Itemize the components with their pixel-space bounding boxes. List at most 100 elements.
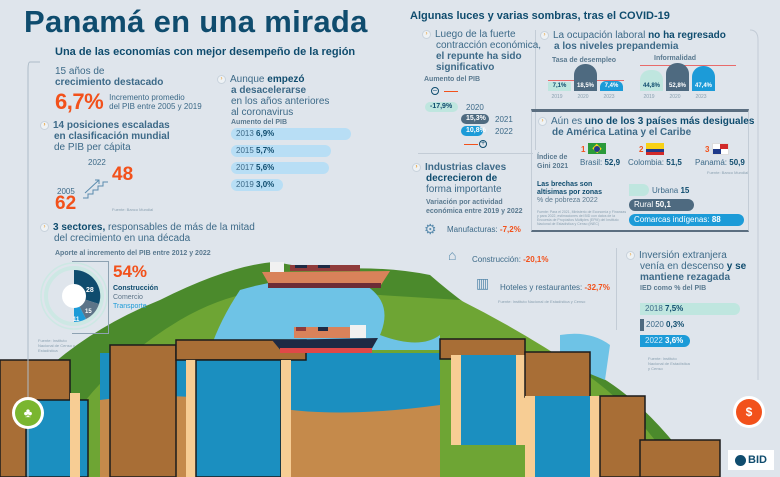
- ranking-block: › 14 posiciones escaladas en clasificació…: [40, 120, 170, 153]
- gdp-bars: 2013 6,9% 2015 5,7% 2017 5,6% 2019 3,0%: [231, 128, 351, 191]
- crane-icon: ⌂: [448, 247, 457, 263]
- unemployment-label: Tasa de desempleo: [552, 57, 617, 64]
- fdi-block: › Inversión extranjera venía en descenso …: [626, 250, 746, 283]
- rebound-2021-year: 2021: [495, 114, 513, 124]
- ranking-year-start: 2005: [57, 187, 75, 196]
- fdi-bar-2018: 2018 7,5%: [640, 303, 740, 315]
- fdi-bar-2022: 2022 3,6%: [640, 335, 690, 347]
- fdi-line3: mantiene rezagada: [640, 272, 731, 283]
- page-title: Panamá en una mirada: [24, 4, 368, 39]
- sectors-line1: responsables de más de la mitad: [105, 222, 255, 233]
- factory-icon: ⚙: [424, 221, 437, 237]
- rebound-2022-value: 10,8%: [461, 126, 486, 136]
- rebound-rows: -17,9% 2020 15,3% 2021 10,8% 2022: [425, 101, 513, 137]
- growth-block: 15 años de crecimiento destacado 6,7% In…: [55, 66, 202, 115]
- left-heading: Una de las economías con mejor desempeño…: [55, 46, 356, 58]
- bid-globe-icon: [735, 454, 747, 466]
- minus-icon: –: [431, 87, 439, 95]
- sectors-sublabel: Aporte al incremento del PIB entre 2012 …: [55, 250, 211, 257]
- industry-hoteles: Hoteles y restaurantes: -32,7%: [500, 283, 610, 292]
- sustainability-badge: ♣: [12, 397, 44, 429]
- chevron-right-icon: ›: [538, 116, 547, 126]
- cargo-ship-bottom: [272, 325, 378, 353]
- fdi-bar-2020: [640, 319, 644, 331]
- ranking-line3: de PIB per cápita: [54, 142, 131, 153]
- rank-2: 2: [639, 145, 644, 154]
- employment-line2: a los niveles prepandemia: [554, 41, 679, 52]
- employment-line1: La ocupación laboral: [553, 30, 649, 41]
- rank-1: 1: [581, 145, 586, 154]
- ranking-year-end: 2022: [88, 158, 106, 167]
- brazil-flag-icon: [588, 143, 606, 154]
- decel-text: Aunque: [230, 74, 268, 85]
- arrow-left-icon: [444, 91, 458, 92]
- rebound-2020-year: 2020: [466, 102, 484, 112]
- sectors-bold: 3 sectores,: [53, 222, 106, 233]
- rebound-line4: significativo: [436, 62, 495, 73]
- gaps-line1: Las brechas son: [537, 181, 593, 188]
- divider: [418, 153, 533, 154]
- plus-icon: +: [479, 140, 487, 148]
- sectors-legend: Construcción Comercio Transporte: [113, 284, 158, 311]
- growth-desc1: Incremento promedio: [109, 93, 185, 102]
- decel-sublabel: Aumento del PIB: [231, 119, 288, 126]
- sectors-line2: del crecimiento en una década: [54, 233, 191, 244]
- colombia-flag-icon: [646, 143, 664, 155]
- rebound-2022-year: 2022: [495, 126, 513, 136]
- gini-label: Índice de Gini 2021: [537, 154, 569, 170]
- gdp-bar-2013: 2013 6,9%: [231, 128, 351, 140]
- stairs-icon: [83, 179, 108, 199]
- fdi-line2: venía en descenso: [640, 261, 727, 272]
- growth-line1: 15 años de: [55, 66, 105, 77]
- ranking-line2: en clasificación mundial: [54, 131, 170, 142]
- unemp-bar-2019: 7,1%: [548, 82, 571, 91]
- sectors-block: › 3 sectores, responsables de más de la m…: [40, 222, 255, 244]
- inequality-line1: Aún es: [551, 116, 585, 127]
- gaps-sub: % de pobreza 2022: [537, 197, 598, 204]
- inform-years: 2019 2020 2023: [643, 94, 707, 100]
- chevron-right-icon: ›: [217, 74, 226, 84]
- industries-line1: Industrias claves: [425, 162, 507, 173]
- industries-sublabel: Variación por actividad económica entre 2…: [426, 199, 523, 215]
- industries-block: › Industrias claves decrecieron de forma …: [412, 162, 506, 195]
- informality-label: Informalidad: [654, 55, 697, 62]
- fdi-bold: y se: [726, 261, 747, 272]
- chevron-right-icon: ›: [40, 222, 49, 232]
- decel-line4: al coronavirus: [231, 107, 294, 118]
- rebound-line1: Luego de la fuerte: [435, 29, 516, 40]
- svg-text:15: 15: [85, 309, 92, 315]
- rebound-line3: el repunte ha sido: [436, 51, 522, 62]
- gaps-source: Fuente: Para el 2021, Ministerio de Econ…: [537, 210, 627, 226]
- sectors-source: Fuente: Instituto Nacional de Censo y Es…: [38, 338, 75, 353]
- donut-bracket: [72, 261, 109, 334]
- fdi-label-2020: 2020 0,3%: [646, 320, 685, 329]
- gdp-bar-2019: 2019 3,0%: [231, 179, 283, 191]
- growth-desc2: del PIB entre 2005 y 2019: [109, 102, 202, 111]
- unemp-bar-2023: 7,4%: [600, 81, 623, 91]
- chevron-right-icon: ›: [422, 29, 431, 39]
- ranking-line1: 14 posiciones escaladas: [53, 120, 170, 131]
- finance-badge: $: [733, 396, 765, 428]
- cargo-ship-top: [262, 262, 390, 288]
- decel-block: › Aunque empezó a desacelerarse en los añ…: [217, 74, 329, 126]
- sectors-donut-chart: 28 15 11: [40, 262, 108, 330]
- ranking-value-start: 62: [55, 193, 77, 214]
- gaps-line2: altísimas por zonas: [537, 189, 602, 196]
- industry-manufacturas: Manufacturas: -7,2%: [447, 225, 521, 234]
- inform-bar-2023: 47,4%: [692, 66, 715, 91]
- dollar-network-icon: $: [736, 399, 762, 425]
- rebound-line2: contracción económica,: [436, 40, 542, 51]
- inequality-heading: › Aún es uno de los 3 países más desigual…: [538, 116, 754, 138]
- hotel-icon: ▥: [476, 275, 490, 291]
- zone-indigenous-bar: Comarcas indígenas: 88: [629, 214, 744, 226]
- unemp-years: 2019 2020 2023: [551, 94, 615, 100]
- rebound-block: › Luego de la fuerte contracción económic…: [422, 29, 541, 73]
- decel-line3: en los años anteriores: [231, 96, 330, 107]
- divider: [616, 248, 617, 330]
- fdi-line1: Inversión extranjera: [639, 250, 727, 261]
- tree-hand-icon: ♣: [15, 400, 41, 426]
- unemp-bar-2020: 18,5%: [574, 64, 597, 91]
- rebound-2020-value: -17,9%: [425, 102, 458, 112]
- gini-panama: Panamá: 50,9: [695, 158, 745, 167]
